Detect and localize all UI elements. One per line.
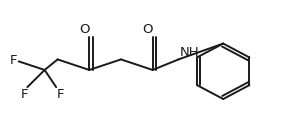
- Text: F: F: [57, 88, 64, 101]
- Text: O: O: [79, 23, 89, 36]
- Text: O: O: [142, 23, 153, 36]
- Text: NH: NH: [180, 46, 200, 59]
- Text: F: F: [10, 54, 17, 67]
- Text: F: F: [21, 88, 28, 101]
